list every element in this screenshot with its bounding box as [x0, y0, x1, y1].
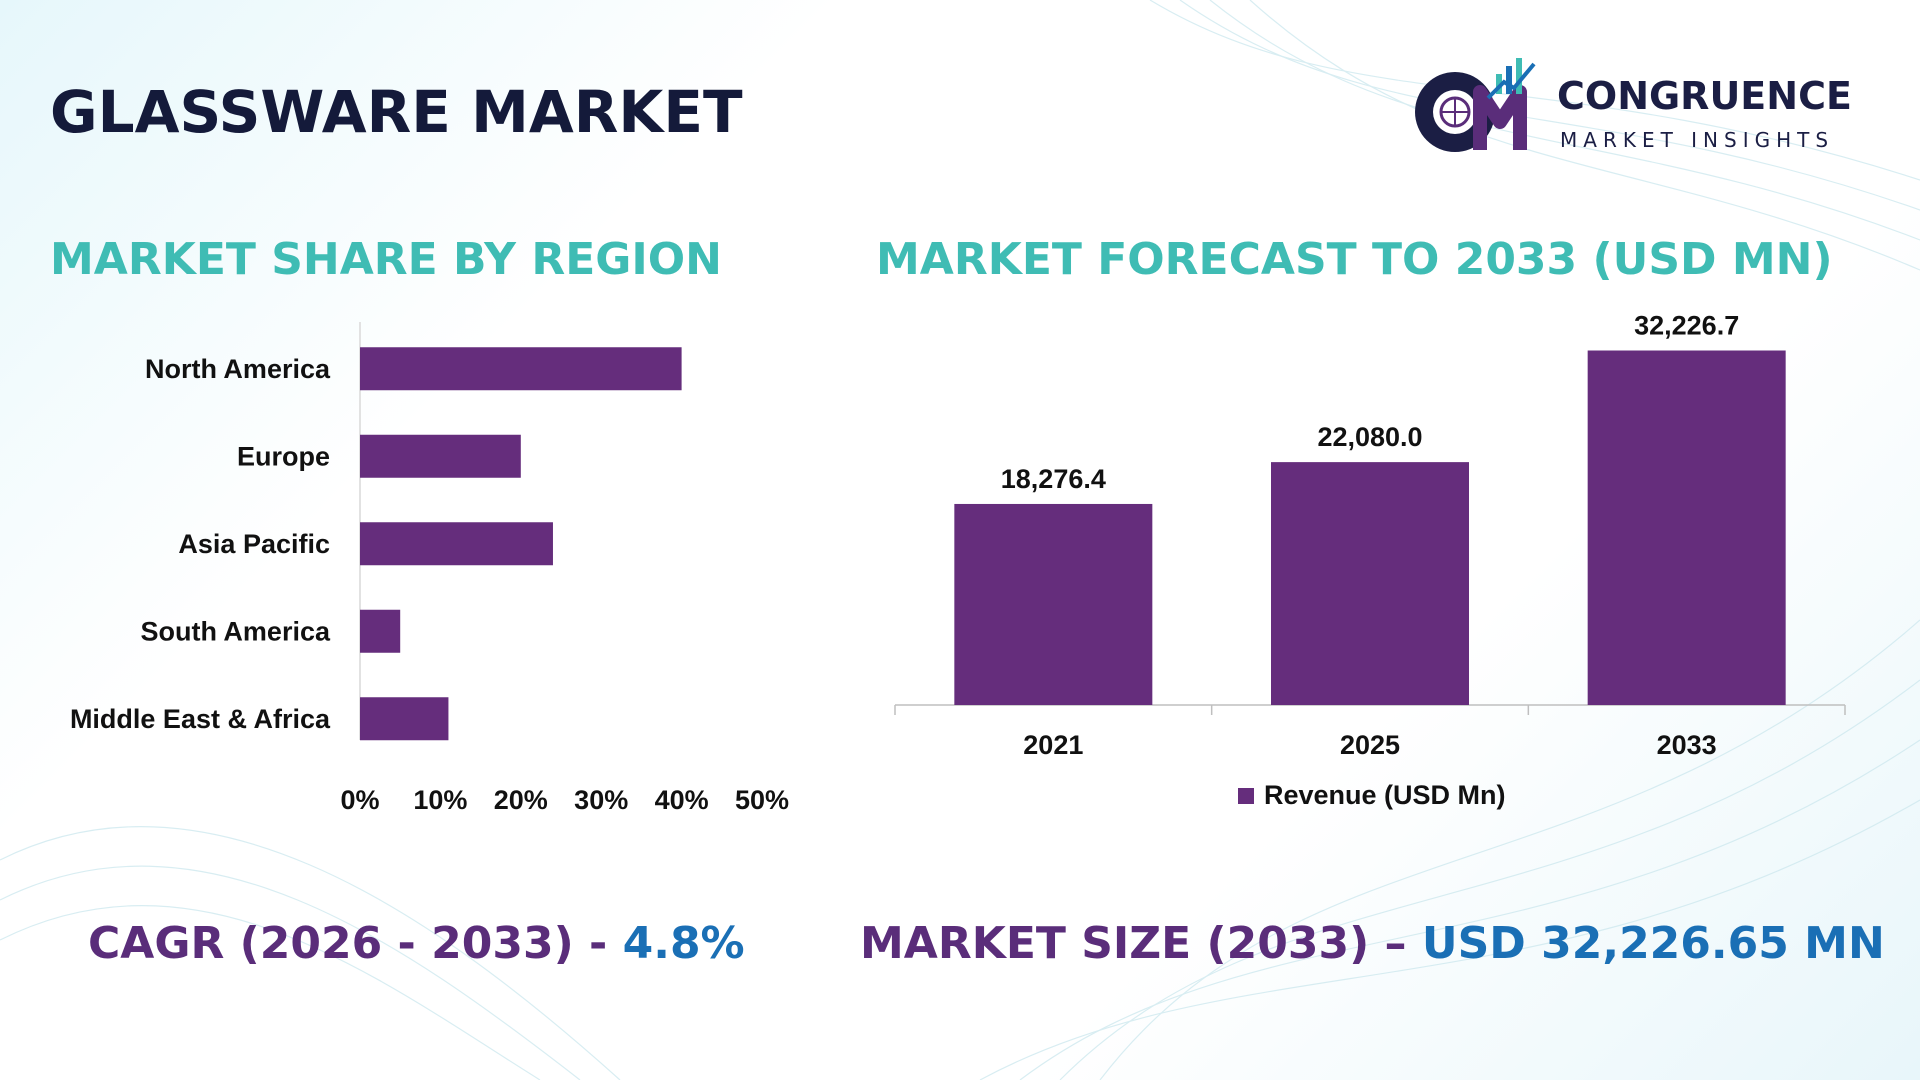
bar: [954, 503, 1153, 705]
category-label: North America: [145, 354, 331, 384]
cagr-summary: CAGR (2026 - 2033) - 4.8%: [88, 918, 745, 969]
x-tick-label: 0%: [340, 785, 379, 815]
category-label: 2021: [1023, 730, 1083, 760]
region-share-title: MARKET SHARE BY REGION: [50, 234, 722, 285]
category-label: 2033: [1657, 730, 1717, 760]
category-label: Europe: [237, 441, 330, 471]
category-label: Middle East & Africa: [70, 704, 331, 734]
data-label: 32,226.7: [1634, 311, 1739, 341]
forecast-chart: 18,276.4 2021 22,080.0 2025 32,226.7 2033 Reve…: [894, 311, 1846, 810]
category-label: 2025: [1340, 730, 1400, 760]
logo-mark-icon: [1415, 58, 1536, 152]
legend-label: Revenue (USD Mn): [1264, 780, 1506, 810]
bar: [360, 609, 401, 653]
logo-subtitle: MARKET INSIGHTS: [1560, 128, 1835, 152]
data-label: 18,276.4: [1001, 464, 1106, 494]
logo-name: CONGRUENCE: [1557, 74, 1852, 118]
bar: [360, 697, 449, 741]
cagr-value: 4.8%: [622, 918, 745, 969]
region-share-chart: North America Europe Asia Pacific South Ame…: [70, 322, 789, 815]
category-label: Asia Pacific: [178, 529, 330, 559]
category-label: South America: [140, 616, 331, 646]
x-tick-label: 10%: [413, 785, 467, 815]
bar: [360, 434, 521, 478]
forecast-title: MARKET FORECAST TO 2033 (USD MN): [876, 234, 1833, 285]
x-tick-label: 40%: [655, 785, 709, 815]
x-tick-label: 20%: [494, 785, 548, 815]
legend-swatch: [1238, 788, 1254, 804]
brand-logo: CONGRUENCE MARKET INSIGHTS: [1400, 52, 1870, 162]
bar: [1587, 350, 1786, 705]
cagr-label: CAGR (2026 - 2033) -: [88, 918, 623, 969]
bar: [360, 522, 553, 566]
market-size-summary: MARKET SIZE (2033) – USD 32,226.65 MN: [860, 918, 1885, 969]
bar: [360, 347, 682, 391]
data-label: 22,080.0: [1317, 422, 1422, 452]
x-tick-label: 30%: [574, 785, 628, 815]
page-title: GLASSWARE MARKET: [50, 78, 743, 146]
market-size-label: MARKET SIZE (2033) –: [860, 918, 1422, 969]
bar: [1271, 462, 1469, 705]
x-tick-label: 50%: [735, 785, 789, 815]
market-size-value: USD 32,226.65 MN: [1421, 918, 1885, 969]
